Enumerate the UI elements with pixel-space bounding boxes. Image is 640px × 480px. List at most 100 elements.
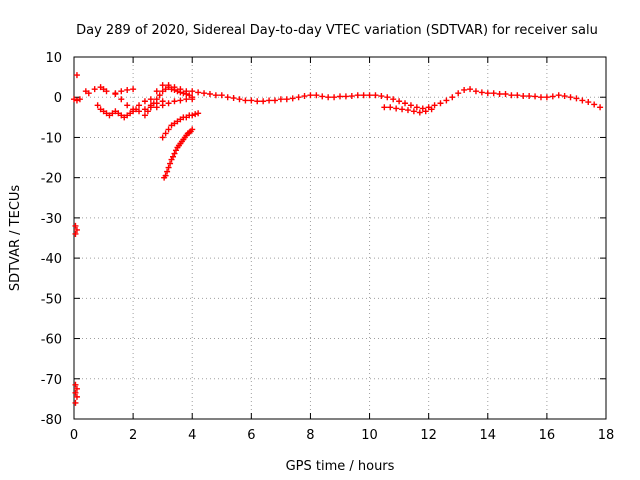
data-point (437, 100, 444, 107)
data-point (167, 160, 174, 167)
data-point (443, 97, 450, 104)
series-dip-1 (94, 102, 140, 121)
x-axis-label: GPS time / hours (286, 459, 395, 474)
data-point (72, 399, 79, 406)
data-point (72, 381, 79, 388)
data-point (428, 106, 435, 113)
data-point (537, 94, 544, 101)
data-point (455, 90, 462, 97)
data-point (103, 88, 110, 95)
data-point (543, 94, 550, 101)
y-tick-label: -10 (41, 131, 62, 146)
data-point (171, 98, 178, 105)
data-point (159, 134, 166, 141)
data-point (230, 95, 237, 102)
x-tick-label: 18 (598, 428, 615, 443)
axis-ticks (73, 56, 607, 420)
data-point (390, 96, 397, 103)
y-tick-labels: -80 -70 -60 -50 -40 -30 -20 -10 0 10 (41, 51, 62, 428)
data-point (567, 94, 574, 101)
data-point (183, 96, 190, 103)
data-point (585, 99, 592, 106)
data-point (171, 86, 178, 93)
data-point (254, 98, 261, 105)
data-point (597, 104, 604, 111)
series-descent (159, 110, 202, 141)
data-point (112, 90, 119, 97)
x-tick-label: 12 (420, 428, 437, 443)
data-point (218, 92, 225, 99)
data-point (206, 91, 213, 98)
data-point (189, 96, 196, 103)
data-point (159, 82, 166, 89)
data-point (337, 93, 343, 100)
data-point (168, 86, 175, 93)
series-dip-10-12h (381, 104, 435, 116)
x-tick-label: 14 (480, 428, 497, 443)
series-steep-segment (161, 126, 196, 181)
data-point (153, 96, 160, 103)
series-dip-2 (112, 90, 166, 115)
data-point (393, 105, 400, 112)
data-point (124, 102, 131, 109)
data-point (449, 94, 456, 101)
y-tick-label: -80 (41, 413, 62, 428)
x-tick-label: 8 (306, 428, 314, 443)
data-point (561, 93, 568, 100)
data-point (183, 91, 190, 98)
series-branch-3-4h (147, 96, 196, 111)
data-point (325, 94, 332, 101)
data-point (307, 92, 314, 99)
y-tick-label: -60 (41, 333, 62, 348)
data-point (579, 97, 586, 104)
data-point (180, 90, 187, 97)
data-point (72, 230, 79, 237)
data-point (71, 96, 77, 103)
data-point (348, 93, 355, 100)
data-point (387, 104, 394, 111)
data-point (372, 92, 379, 99)
y-tick-label: 0 (54, 91, 62, 106)
data-point (171, 150, 178, 157)
data-point (549, 93, 556, 100)
data-point (189, 126, 196, 133)
data-point (467, 86, 474, 93)
data-point (73, 97, 80, 104)
data-point (422, 108, 429, 115)
data-point (73, 393, 80, 400)
data-point (573, 95, 580, 102)
data-point (319, 93, 326, 100)
data-point (124, 86, 131, 93)
data-point (73, 385, 80, 392)
y-tick-label: -30 (41, 212, 62, 227)
data-point (195, 89, 202, 96)
data-point (354, 92, 361, 99)
data-point (164, 168, 171, 175)
data-point (195, 110, 202, 117)
x-tick-label: 4 (188, 428, 196, 443)
data-point (360, 92, 367, 99)
data-point (289, 95, 296, 102)
data-point (136, 108, 143, 115)
data-point (153, 88, 160, 95)
data-point (85, 90, 92, 97)
data-point (484, 90, 491, 97)
data-point (402, 100, 409, 107)
data-point (73, 226, 80, 233)
data-point (236, 96, 243, 103)
data-point (170, 153, 177, 160)
data-point (165, 164, 172, 171)
x-tick-label: 6 (247, 428, 255, 443)
data-point (260, 98, 267, 105)
data-point (165, 100, 172, 107)
data-point (301, 93, 308, 100)
data-point (271, 97, 278, 104)
data-point (189, 88, 196, 95)
data-point (130, 86, 137, 93)
data-point (295, 94, 302, 101)
x-tick-label: 0 (70, 428, 78, 443)
y-tick-label: -40 (41, 252, 62, 267)
series-loop-2-4h (141, 84, 196, 119)
data-point (496, 91, 503, 98)
data-point (147, 96, 154, 103)
